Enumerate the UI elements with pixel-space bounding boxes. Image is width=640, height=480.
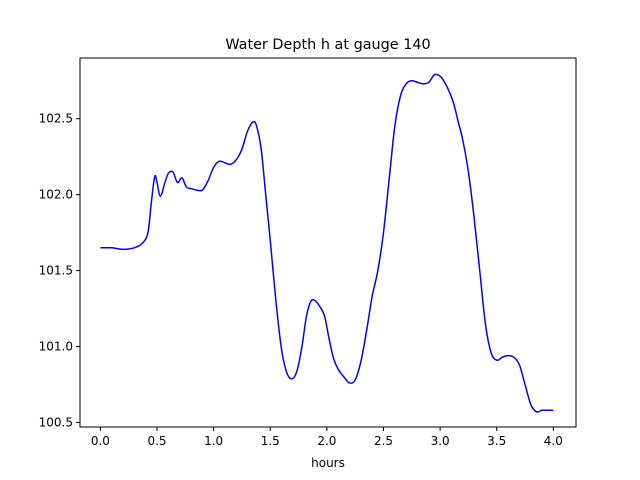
y-tick-label: 102.0 [39,188,73,202]
x-tick-label: 2.5 [374,434,393,448]
x-tick-label: 0.0 [91,434,110,448]
x-axis: 0.0 0.5 1.0 1.5 2.0 2.5 3.0 3.5 4.0 [91,427,563,448]
x-tick-label: 3.0 [431,434,450,448]
chart-title: Water Depth h at gauge 140 [225,37,430,53]
plot-frame [79,57,577,428]
y-tick-label: 102.5 [39,112,73,126]
x-tick-label: 1.5 [261,434,280,448]
x-tick-label: 4.0 [544,434,563,448]
x-tick-label: 1.0 [204,434,223,448]
x-tick-label: 0.5 [147,434,166,448]
y-tick-label: 100.5 [39,415,73,429]
series-layer [100,73,554,413]
x-tick-label: 2.0 [317,434,336,448]
x-tick-label: 3.5 [487,434,506,448]
series-line-0 [100,73,554,413]
y-tick-label: 101.5 [39,264,73,278]
x-axis-label: hours [311,456,345,470]
y-axis: 100.5 101.0 101.5 102.0 102.5 [39,112,80,429]
y-tick-label: 101.0 [39,340,73,354]
